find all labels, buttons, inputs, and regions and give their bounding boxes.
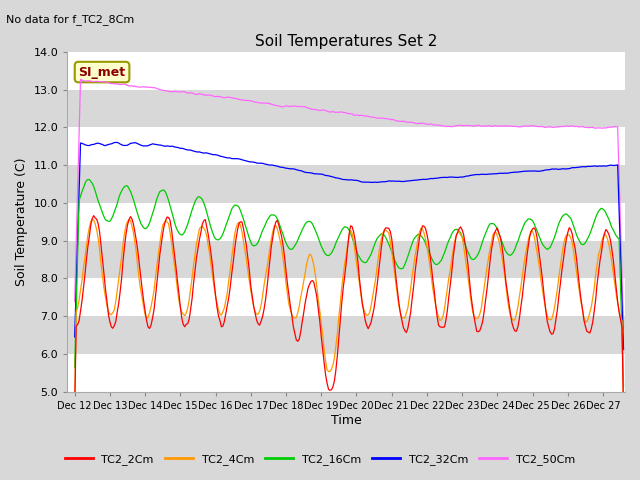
Bar — [67, 240, 625, 278]
Title: Soil Temperatures Set 2: Soil Temperatures Set 2 — [255, 34, 437, 49]
Bar — [67, 127, 625, 165]
Text: SI_met: SI_met — [79, 66, 125, 79]
Bar — [67, 203, 625, 240]
Bar — [67, 52, 625, 90]
Legend: TC2_2Cm, TC2_4Cm, TC2_16Cm, TC2_32Cm, TC2_50Cm: TC2_2Cm, TC2_4Cm, TC2_16Cm, TC2_32Cm, TC… — [60, 450, 580, 469]
Bar — [67, 278, 625, 316]
Bar — [67, 90, 625, 127]
Bar — [67, 165, 625, 203]
Text: No data for f_TC2_8Cm: No data for f_TC2_8Cm — [6, 14, 134, 25]
Y-axis label: Soil Temperature (C): Soil Temperature (C) — [15, 157, 28, 286]
Bar — [67, 354, 625, 392]
X-axis label: Time: Time — [331, 414, 362, 427]
Bar — [67, 316, 625, 354]
